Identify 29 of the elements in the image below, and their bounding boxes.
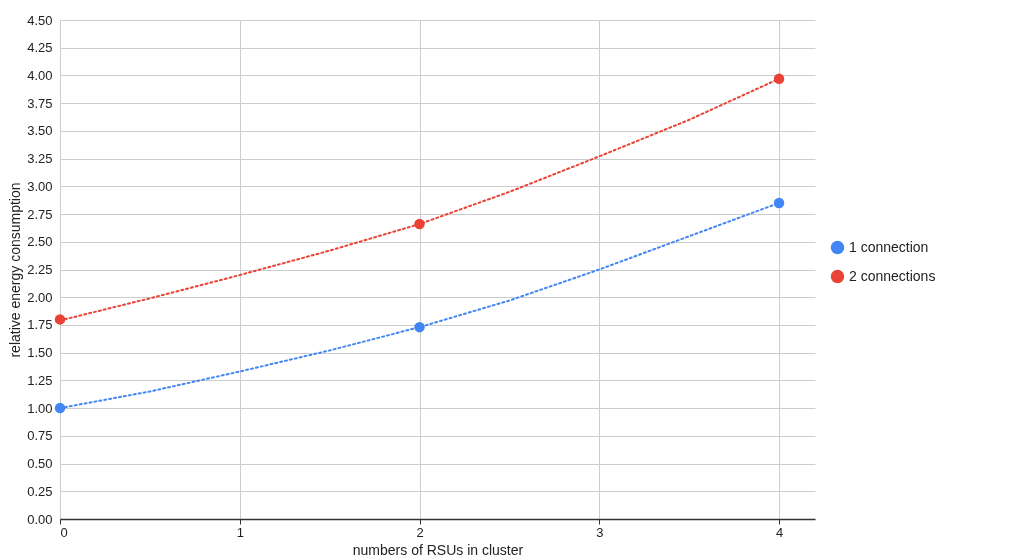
legend-label: 2 connections xyxy=(849,267,936,284)
x-tick-label: 3 xyxy=(596,524,604,540)
y-tick-label: 1.50 xyxy=(27,345,53,361)
y-tick-label: 0.75 xyxy=(27,428,53,444)
x-tick-label: 4 xyxy=(775,524,784,540)
y-tick-label: 3.25 xyxy=(27,151,53,167)
x-tick-label: 0 xyxy=(60,524,68,540)
y-tick-label: 2.00 xyxy=(27,289,53,305)
point xyxy=(773,197,785,209)
legend-label: 1 connection xyxy=(849,238,929,255)
y-tick-label: 3.75 xyxy=(27,95,53,111)
y-tick-label: 1.75 xyxy=(27,317,53,333)
y-tick-label: 3.00 xyxy=(27,178,53,194)
y-tick-label: 2.75 xyxy=(27,206,53,222)
y-tick-label: 1.25 xyxy=(27,372,53,388)
x-tick-label: 1 xyxy=(236,524,244,540)
y-tick-label: 4.00 xyxy=(27,67,53,83)
y-tick-label: 3.50 xyxy=(27,123,53,139)
x-tick-label: 2 xyxy=(416,524,424,540)
y-tick-label: 4.25 xyxy=(27,40,53,56)
y-tick-label: 1.00 xyxy=(27,400,53,416)
y-tick-label: 0.50 xyxy=(27,456,53,472)
y-axis-title: relative energy consumption xyxy=(7,182,24,358)
y-tick-label: 2.50 xyxy=(27,234,53,250)
y-tick-label: 2.25 xyxy=(27,262,53,277)
y-tick-label: 0.00 xyxy=(27,511,53,527)
x-axis-title: numbers of RSUs in cluster xyxy=(352,541,524,558)
y-tick-label: 0.25 xyxy=(27,483,53,499)
y-tick-label: 4.50 xyxy=(27,12,53,28)
